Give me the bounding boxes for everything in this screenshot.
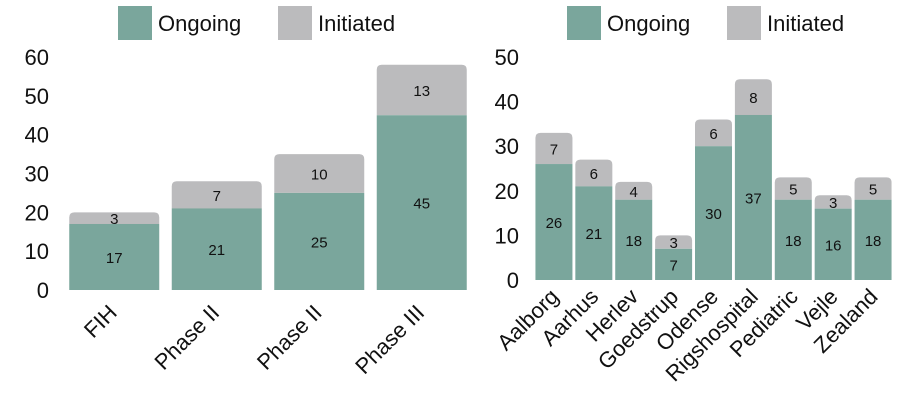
bar-ongoing	[615, 199, 653, 280]
data-label-initiated: 3	[829, 195, 837, 212]
y-tick-label: 50	[495, 45, 519, 70]
bar-ongoing	[376, 115, 467, 290]
bar-ongoing	[734, 114, 772, 280]
y-tick-label: 10	[495, 223, 519, 248]
bar-ongoing	[535, 164, 573, 280]
y-tick-label: 0	[507, 268, 519, 293]
bar-initiated	[774, 177, 812, 200]
y-tick-label: 10	[25, 239, 49, 264]
chart-by-site: Ongoing Initiated 0 10 20 30 40 50 26 7 21 6 18 4 7…	[492, 6, 892, 386]
bars: 26 7 21 6 18 4 7 3 30 6 37 8 18 5 16 3 18 5	[535, 79, 892, 280]
data-label-ongoing: 18	[785, 233, 802, 250]
bar-initiated	[734, 79, 772, 115]
bar-ongoing	[274, 192, 365, 290]
bar-initiated	[695, 119, 732, 147]
y-axis: 0 10 20 30 40 50	[495, 45, 519, 293]
bar-initiated	[535, 132, 573, 165]
bar-initiated	[615, 181, 653, 200]
bar-ongoing	[774, 199, 812, 280]
data-label-ongoing: 45	[413, 196, 430, 213]
y-tick-label: 20	[25, 200, 49, 225]
bar-initiated	[69, 212, 160, 224]
legend-label-initiated: Initiated	[767, 11, 844, 36]
data-label-initiated: 8	[749, 90, 757, 107]
data-label-ongoing: 30	[705, 206, 722, 223]
y-tick-label: 50	[25, 84, 49, 109]
bar-initiated	[655, 235, 693, 249]
x-tick-label: Phase II	[252, 300, 327, 375]
y-tick-label: 20	[495, 179, 519, 204]
data-label-initiated: 5	[789, 182, 797, 199]
legend-swatch-ongoing	[567, 6, 601, 40]
data-label-initiated: 3	[669, 235, 677, 252]
data-label-initiated: 5	[869, 182, 877, 199]
bar-ongoing	[854, 199, 892, 280]
bar-ongoing	[695, 146, 732, 280]
y-tick-label: 60	[25, 45, 49, 70]
bar-initiated	[376, 64, 467, 116]
data-label-initiated: 4	[630, 184, 638, 201]
x-axis: AalborgAarhusHerlevGoedstrupOdenseRigsho…	[492, 284, 882, 386]
bars: 17 3 21 7 25 10 45 13	[69, 64, 467, 290]
data-label-initiated: 6	[590, 166, 598, 183]
legend-swatch-initiated	[278, 6, 312, 40]
legend: Ongoing Initiated	[567, 6, 844, 40]
bar-ongoing	[575, 186, 613, 280]
bar-ongoing	[655, 248, 693, 280]
data-label-ongoing: 26	[546, 215, 563, 232]
bar-initiated	[814, 195, 852, 209]
legend-swatch-initiated	[727, 6, 761, 40]
data-label-ongoing: 21	[208, 242, 225, 259]
bar-ongoing	[814, 208, 852, 280]
x-tick-label: Phase III	[350, 300, 429, 379]
legend-label-ongoing: Ongoing	[607, 11, 690, 36]
bar-initiated	[274, 154, 365, 193]
chart-by-phase: Ongoing Initiated 0 10 20 30 40 50 60 17 3 21 7 25…	[25, 6, 467, 379]
data-label-ongoing: 18	[865, 233, 882, 250]
legend: Ongoing Initiated	[118, 6, 395, 40]
y-axis: 0 10 20 30 40 50 60	[25, 45, 49, 303]
y-tick-label: 30	[495, 134, 519, 159]
data-label-initiated: 3	[110, 211, 118, 228]
x-tick-label: FIH	[79, 300, 122, 343]
data-label-ongoing: 17	[106, 250, 123, 267]
bar-ongoing	[171, 208, 262, 290]
legend-label-ongoing: Ongoing	[158, 11, 241, 36]
data-label-ongoing: 37	[745, 190, 762, 207]
bar-initiated	[854, 177, 892, 200]
bar-ongoing	[69, 223, 160, 290]
data-label-ongoing: 16	[825, 237, 842, 254]
data-label-initiated: 10	[311, 167, 328, 184]
y-tick-label: 40	[25, 123, 49, 148]
data-label-initiated: 7	[213, 188, 221, 205]
data-label-ongoing: 7	[669, 257, 677, 274]
bar-initiated	[171, 181, 262, 209]
x-tick-label: Phase II	[150, 300, 225, 375]
bar-initiated	[575, 159, 613, 187]
legend-swatch-ongoing	[118, 6, 152, 40]
y-tick-label: 30	[25, 162, 49, 187]
y-tick-label: 40	[495, 90, 519, 115]
legend-label-initiated: Initiated	[318, 11, 395, 36]
y-tick-label: 0	[37, 278, 49, 303]
x-axis: FIH Phase II Phase II Phase III	[79, 300, 429, 379]
data-label-initiated: 13	[413, 83, 430, 100]
data-label-initiated: 7	[550, 141, 558, 158]
data-label-ongoing: 25	[311, 234, 328, 251]
data-label-initiated: 6	[709, 126, 717, 143]
data-label-ongoing: 21	[585, 226, 602, 243]
data-label-ongoing: 18	[625, 233, 642, 250]
